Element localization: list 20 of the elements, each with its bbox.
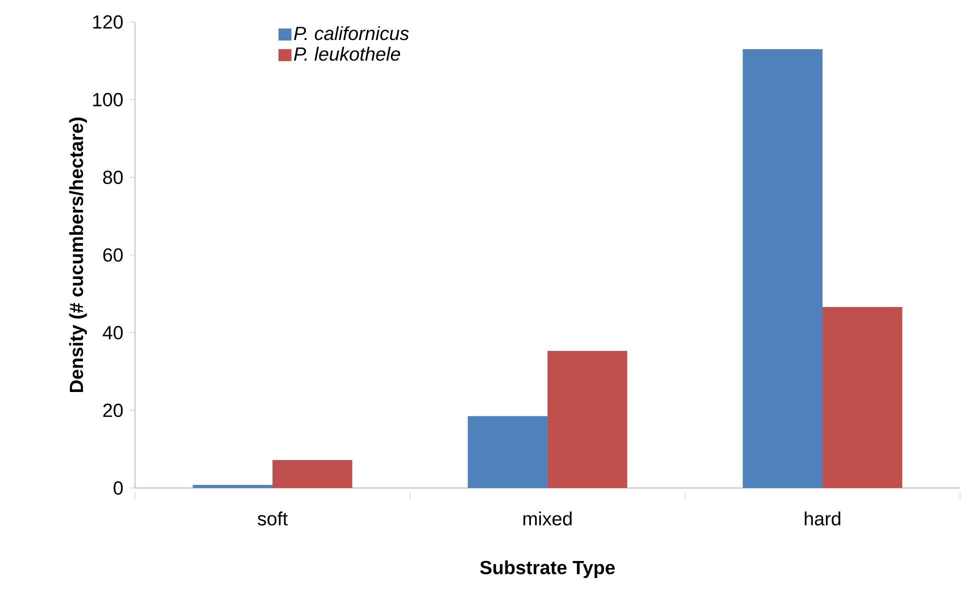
- y-tick-label: 60: [103, 248, 123, 262]
- y-tick-label: 20: [103, 404, 123, 418]
- bar: [822, 307, 902, 488]
- y-tick-label: 80: [103, 170, 123, 184]
- y-tick-label: 100: [93, 92, 123, 106]
- bar: [548, 350, 628, 488]
- bar: [742, 49, 823, 488]
- y-tick-label: 120: [93, 15, 123, 29]
- y-axis-title: Density (# cucumbers/hectare): [69, 118, 87, 392]
- y-tick-label: 0: [114, 481, 123, 495]
- x-axis-title: Substrate Type: [480, 560, 615, 578]
- legend-label: P. californicus: [294, 26, 409, 40]
- x-tick-label: hard: [804, 512, 840, 526]
- bar: [192, 484, 273, 488]
- x-tick-label: soft: [258, 512, 288, 526]
- bar: [468, 416, 548, 488]
- x-tick-label: mixed: [523, 512, 572, 526]
- y-tick-label: 40: [102, 326, 123, 340]
- bar: [272, 460, 352, 488]
- legend-label: P. leukothele: [294, 46, 400, 61]
